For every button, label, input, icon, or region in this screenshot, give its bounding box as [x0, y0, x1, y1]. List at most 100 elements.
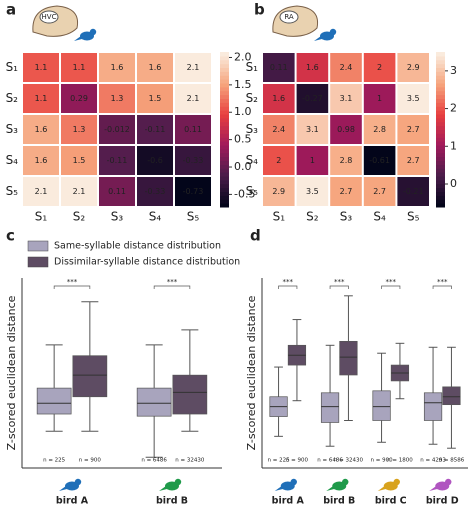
heatmap-cell	[363, 177, 396, 206]
n-label: n = 900	[371, 458, 394, 464]
significance-label: ***	[334, 278, 345, 286]
cell-label: 1	[310, 156, 315, 165]
colorbar-step	[220, 117, 229, 123]
heatmap-cell	[397, 53, 429, 82]
colorbar-step	[436, 183, 445, 189]
significance-label: ***	[167, 278, 178, 286]
heatmap-cell	[330, 177, 362, 206]
legend-label: Same-syllable distance distribution	[54, 241, 221, 252]
cell-label: 0.98	[337, 125, 355, 134]
panel-label: d	[250, 227, 261, 245]
colorbar-step	[436, 156, 445, 161]
colorbar-step	[220, 137, 229, 142]
significance-bracket	[329, 285, 349, 289]
heatmap-cell	[363, 84, 396, 113]
bird-icon	[429, 486, 438, 491]
bird-icon	[74, 478, 82, 486]
colorbar-tick-label: 2.0	[234, 50, 252, 63]
n-label: n = 900	[79, 458, 102, 464]
brain-region	[39, 10, 59, 24]
heatmap-cell	[61, 177, 97, 206]
column-label: S₁	[273, 210, 286, 224]
cell-label: 2.8	[340, 156, 353, 165]
colorbar-step	[220, 176, 229, 181]
colorbar-step	[436, 86, 445, 92]
box	[72, 355, 108, 398]
colorbar-step	[220, 168, 229, 173]
colorbar-tick-label: 2	[450, 102, 457, 115]
colorbar-step	[436, 71, 445, 76]
n-label: n = 225	[268, 458, 291, 464]
cell-label: 2.1	[187, 94, 200, 103]
cell-label: 2.9	[272, 187, 285, 196]
row-label: S₂	[6, 91, 19, 105]
colorbar-step	[436, 179, 445, 185]
cell-label: 0.29	[70, 94, 88, 103]
bird-icon	[174, 478, 182, 486]
colorbar-step	[436, 152, 445, 158]
colorbar-step	[220, 114, 229, 119]
column-label: S₄	[373, 210, 386, 224]
heatmap-cell	[61, 84, 97, 113]
column-label: S₅	[407, 210, 420, 224]
cell-label: 1.3	[111, 94, 124, 103]
box	[36, 387, 72, 415]
column-label: S₂	[306, 210, 319, 224]
cell-label: -0.33	[183, 156, 204, 165]
cell-label: 1.1	[73, 63, 86, 72]
box	[320, 392, 340, 423]
heatmap-cell	[23, 53, 59, 82]
heatmap-cell	[23, 115, 59, 144]
colorbar-step	[436, 148, 445, 154]
colorbar-step	[436, 98, 445, 103]
significance-bracket	[381, 285, 401, 289]
n-label: n = 32430	[175, 458, 205, 464]
x-tick-label: bird B	[156, 496, 188, 507]
heatmap-cell	[61, 146, 97, 175]
heatmap-cell	[330, 53, 362, 82]
colorbar-tick-label: 1.5	[234, 78, 252, 91]
heatmap-cell	[296, 146, 329, 175]
significance-bracket	[153, 285, 191, 289]
x-tick-label: bird D	[426, 496, 459, 507]
cell-label: 1.6	[111, 63, 124, 72]
colorbar-step	[436, 172, 445, 177]
colorbar-step	[220, 191, 229, 196]
cell-label: 2.7	[407, 156, 420, 165]
brain-region	[279, 10, 299, 24]
colorbar-step	[220, 199, 229, 204]
bird-icon	[342, 478, 349, 486]
row-label: S₅	[6, 184, 19, 198]
colorbar-step	[220, 63, 229, 68]
colorbar-step	[436, 67, 445, 72]
cell-label: 2.8	[373, 125, 386, 134]
cell-label: 3.1	[340, 94, 353, 103]
cell-label: 2.7	[340, 187, 353, 196]
row-label: S₃	[246, 122, 259, 136]
colorbar-step	[220, 133, 229, 138]
row-label: S₄	[6, 153, 19, 167]
cell-label: 0.11	[270, 63, 288, 72]
colorbar-step	[436, 137, 445, 142]
colorbar-step	[220, 145, 229, 150]
colorbar-step	[220, 152, 229, 158]
colorbar-tick-label: 0.0	[234, 160, 252, 173]
heatmap-cell	[137, 146, 173, 175]
cell-label: -0.21	[403, 187, 424, 196]
colorbar-step	[220, 183, 229, 189]
x-tick-label: bird A	[56, 496, 89, 507]
significance-label: ***	[283, 278, 294, 286]
colorbar-step	[436, 187, 445, 192]
colorbar-step	[436, 125, 445, 130]
column-label: S₃	[111, 210, 124, 224]
colorbar-step	[220, 195, 229, 200]
bird-icon	[445, 478, 452, 486]
heatmap-cell	[61, 53, 97, 82]
legend-swatch	[27, 256, 49, 268]
cell-label: -0.61	[369, 156, 390, 165]
colorbar-tick-label: 0	[450, 177, 457, 190]
cell-label: 1.1	[35, 63, 48, 72]
cell-label: 2.1	[35, 187, 48, 196]
n-label: n = 6486	[141, 458, 167, 464]
colorbar-step	[436, 59, 445, 65]
